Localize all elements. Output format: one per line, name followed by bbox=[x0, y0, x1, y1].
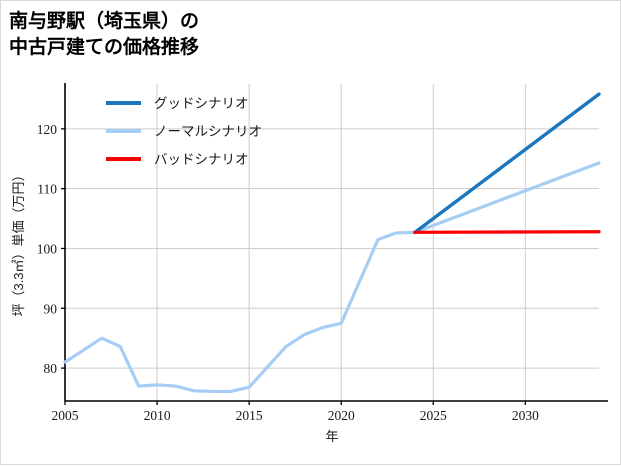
tick-labels-group: 2005 2010 2015 2020 2025 2030 80 90 100 110 120 bbox=[37, 122, 539, 423]
y-tick-label: 110 bbox=[37, 182, 57, 197]
series-group bbox=[63, 92, 601, 394]
x-tick-label: 2015 bbox=[236, 408, 263, 423]
y-tick-label: 120 bbox=[37, 122, 58, 137]
axis-spines-group bbox=[64, 83, 608, 402]
y-tick-label: 100 bbox=[37, 241, 58, 256]
series-line-bad bbox=[413, 230, 601, 234]
series-line-normal bbox=[63, 161, 601, 394]
legend-label: ノーマルシナリオ bbox=[154, 124, 262, 139]
y-tick-label: 90 bbox=[44, 301, 58, 316]
tick-marks-group bbox=[61, 128, 526, 405]
legend-label: バッドシナリオ bbox=[154, 152, 249, 167]
x-tick-label: 2005 bbox=[52, 408, 79, 423]
y-tick-label: 80 bbox=[44, 361, 58, 376]
x-tick-label: 2030 bbox=[512, 408, 539, 423]
legend-label: グッドシナリオ bbox=[154, 96, 249, 111]
x-tick-label: 2010 bbox=[144, 408, 171, 423]
axis-titles-group: 年 坪（3.3㎡）単価（万円） bbox=[11, 168, 339, 444]
x-tick-label: 2025 bbox=[420, 408, 447, 423]
series-line-good bbox=[413, 92, 601, 235]
x-tick-label: 2020 bbox=[328, 408, 355, 423]
x-axis-title: 年 bbox=[325, 429, 338, 444]
gridlines-group bbox=[64, 84, 599, 401]
page-title: 南与野駅（埼玉県）の 中古戸建ての価格推移 bbox=[9, 11, 200, 58]
y-axis-title: 坪（3.3㎡）単価（万円） bbox=[11, 168, 26, 316]
